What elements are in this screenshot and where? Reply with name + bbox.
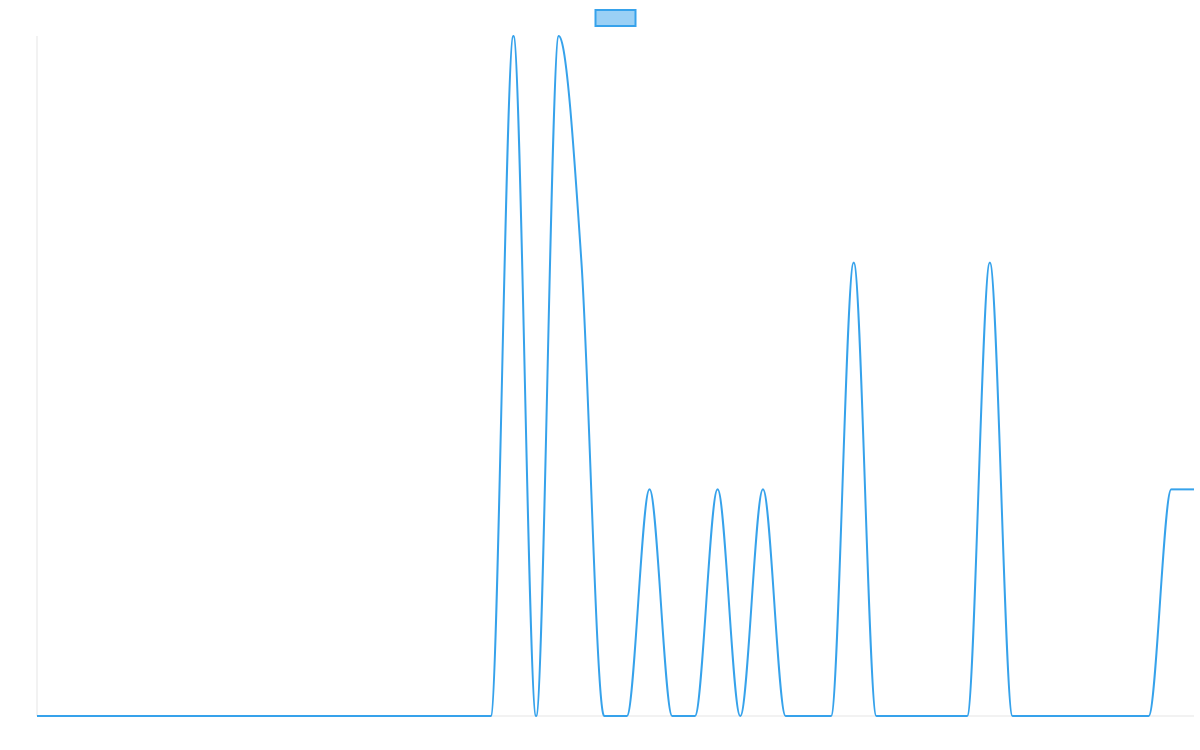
line-series (37, 35, 1194, 717)
legend-swatch (594, 9, 637, 27)
